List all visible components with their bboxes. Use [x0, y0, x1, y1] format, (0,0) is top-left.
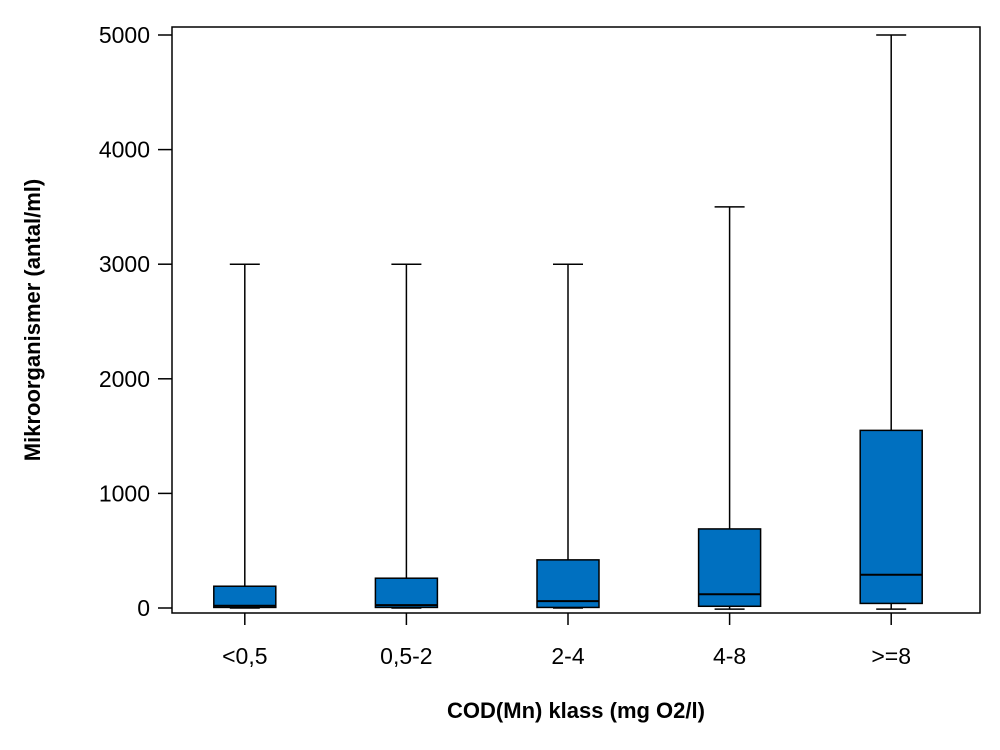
- x-tick-label: <0,5: [222, 643, 267, 669]
- y-axis-title: Mikroorganismer (antal/ml): [20, 179, 45, 461]
- y-tick-label: 5000: [99, 22, 150, 48]
- box-iqr: [213, 585, 277, 609]
- box-2: [536, 263, 600, 609]
- box-series: [213, 34, 923, 610]
- x-tick-label: 0,5-2: [380, 643, 432, 669]
- box-0: [213, 263, 277, 609]
- y-tick-label: 3000: [99, 251, 150, 277]
- x-tick-label: 2-4: [551, 643, 584, 669]
- box-1: [374, 263, 439, 609]
- x-axis-title: COD(Mn) klass (mg O2/l): [447, 698, 705, 723]
- box-3: [697, 206, 762, 610]
- y-tick-label: 2000: [99, 366, 150, 392]
- y-tick-label: 0: [137, 595, 150, 621]
- y-tick-label: 4000: [99, 137, 150, 163]
- y-axis: 0 1000 2000 3000 4000 5000: [99, 22, 172, 621]
- box-iqr: [374, 577, 439, 609]
- x-tick-label: >=8: [871, 643, 911, 669]
- plot-frame: [171, 26, 981, 614]
- box-4: [859, 34, 923, 610]
- box-iqr: [536, 559, 600, 609]
- y-tick-label: 1000: [99, 480, 150, 506]
- box-iqr: [859, 429, 923, 605]
- x-axis: <0,5 0,5-2 2-4 4-8 >=8: [222, 613, 911, 669]
- x-tick-label: 4-8: [713, 643, 746, 669]
